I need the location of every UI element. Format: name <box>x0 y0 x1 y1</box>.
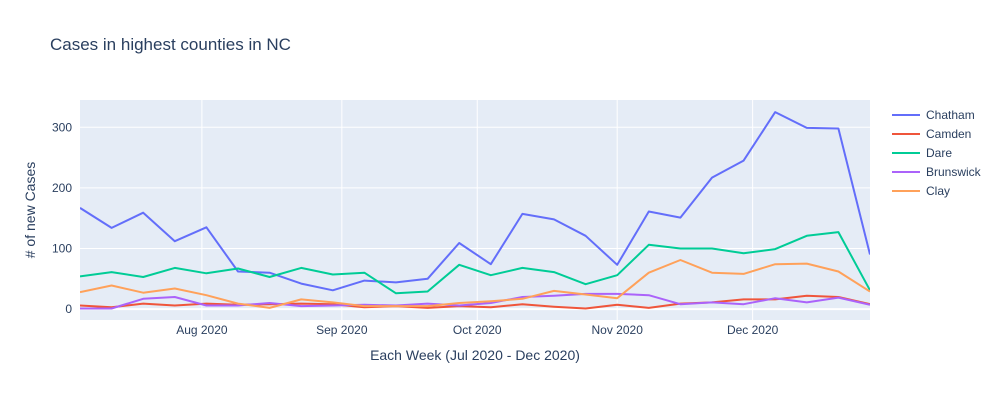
grid <box>80 100 870 320</box>
y-tick-label: 200 <box>52 181 72 195</box>
series-line-dare <box>80 231 870 295</box>
y-tick-label: 300 <box>52 120 72 134</box>
y-tick-label: 0 <box>65 302 72 316</box>
plot-background <box>80 100 870 320</box>
legend: Chatham Camden Dare Brunswick Clay <box>892 108 982 198</box>
chart-title: Cases in highest counties in NC <box>50 35 291 54</box>
legend-label-brunswick: Brunswick <box>926 165 982 179</box>
y-axis-title: # of new Cases <box>22 162 38 259</box>
x-axis-ticks: Aug 2020 Sep 2020 Oct 2020 Nov 2020 Dec 2020 <box>176 323 778 337</box>
y-tick-label: 100 <box>52 241 72 255</box>
x-tick-label: Oct 2020 <box>453 323 502 337</box>
series-layer <box>80 111 870 310</box>
series-line-chatham <box>80 111 870 292</box>
legend-label-clay: Clay <box>926 184 950 198</box>
x-tick-label: Dec 2020 <box>727 323 779 337</box>
x-tick-label: Aug 2020 <box>176 323 228 337</box>
series-line-brunswick <box>80 292 870 310</box>
x-tick-label: Sep 2020 <box>316 323 368 337</box>
x-axis-title: Each Week (Jul 2020 - Dec 2020) <box>370 347 580 363</box>
y-axis-ticks: 0 100 200 300 <box>52 120 72 316</box>
x-tick-label: Nov 2020 <box>592 323 644 337</box>
legend-label-camden: Camden <box>926 127 971 141</box>
series-line-camden <box>80 294 870 310</box>
legend-label-chatham: Chatham <box>926 108 975 122</box>
legend-label-dare: Dare <box>926 146 952 160</box>
series-line-clay <box>80 259 870 309</box>
